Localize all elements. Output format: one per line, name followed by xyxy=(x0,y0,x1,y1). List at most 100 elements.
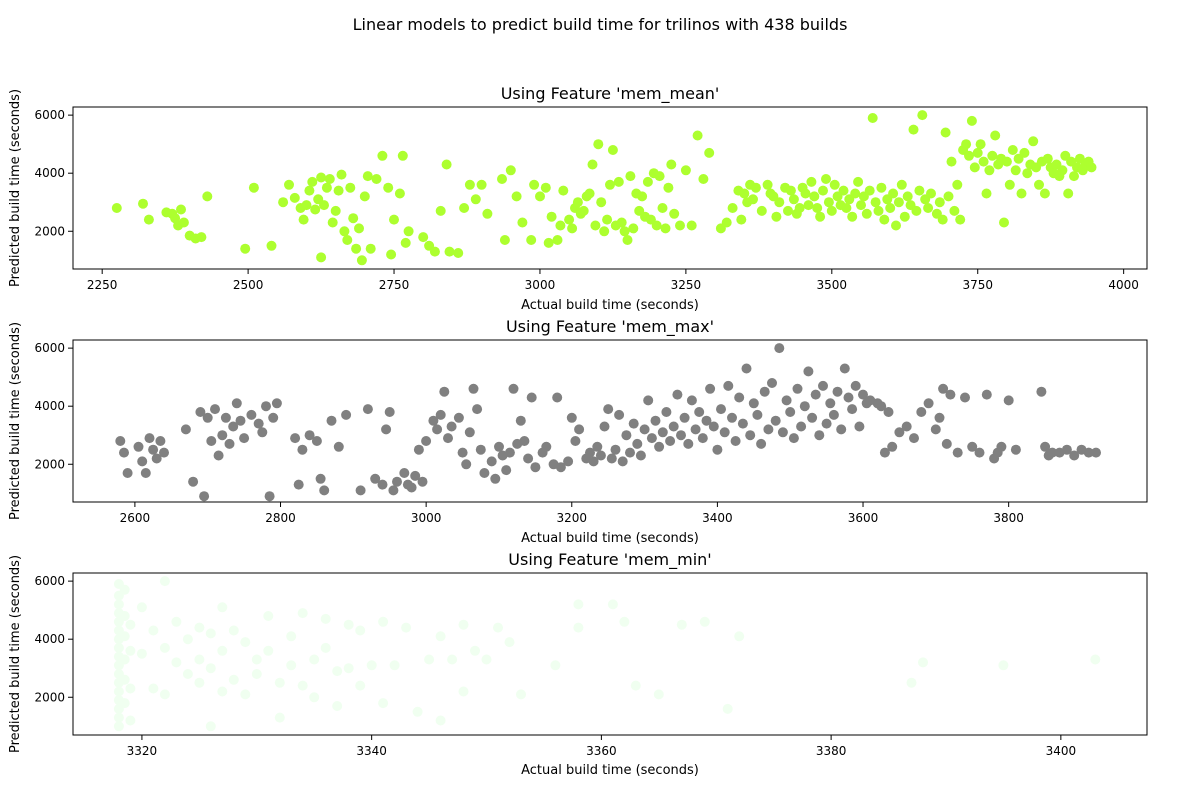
data-point xyxy=(809,191,820,202)
data-point xyxy=(668,421,679,432)
data-point xyxy=(650,415,661,426)
data-point xyxy=(253,418,264,429)
data-point xyxy=(847,211,858,222)
data-point xyxy=(719,427,730,438)
data-point xyxy=(748,398,759,409)
data-point xyxy=(443,433,453,444)
data-point xyxy=(311,436,322,446)
data-point xyxy=(194,677,205,688)
data-point xyxy=(266,240,277,251)
data-point xyxy=(119,654,130,665)
data-point xyxy=(999,217,1009,228)
data-point xyxy=(235,415,246,426)
data-point xyxy=(716,404,726,415)
data-point xyxy=(224,438,235,449)
data-point xyxy=(785,407,796,417)
data-point xyxy=(984,165,995,176)
data-point xyxy=(981,188,992,199)
data-point xyxy=(529,179,540,190)
data-point xyxy=(239,433,250,444)
data-point xyxy=(745,430,756,441)
data-point xyxy=(516,689,526,700)
data-point xyxy=(756,438,767,449)
data-point xyxy=(590,220,601,231)
data-point xyxy=(125,619,136,630)
data-point xyxy=(457,447,468,458)
data-point xyxy=(770,415,781,426)
data-point xyxy=(490,473,501,484)
data-point xyxy=(286,631,297,642)
data-point xyxy=(821,174,831,184)
data-point xyxy=(771,211,782,222)
data-point xyxy=(228,421,239,432)
data-point xyxy=(657,427,668,438)
data-point xyxy=(675,220,685,231)
x-tick-label: 3600 xyxy=(848,511,879,525)
data-point xyxy=(486,456,497,467)
data-point xyxy=(446,421,457,432)
data-point xyxy=(421,436,432,446)
data-point xyxy=(383,182,394,193)
data-point xyxy=(818,380,828,391)
data-point xyxy=(654,441,665,452)
data-point xyxy=(356,255,367,266)
data-point xyxy=(125,683,136,694)
data-point xyxy=(464,179,475,190)
x-axis-ticks: 2250 2500 2750 3000 3250 3500 3750 4000 xyxy=(87,269,1139,292)
data-point xyxy=(546,211,557,222)
data-point xyxy=(330,205,341,216)
data-point xyxy=(896,179,907,190)
data-point xyxy=(205,663,216,674)
data-point xyxy=(284,179,294,190)
data-point xyxy=(870,197,881,208)
data-point xyxy=(159,447,169,458)
data-point xyxy=(470,194,481,205)
data-point xyxy=(734,631,745,642)
data-point xyxy=(202,191,213,202)
data-point xyxy=(479,468,490,478)
figure-title: Linear models to predict build time for … xyxy=(353,15,848,34)
data-point xyxy=(570,436,581,446)
data-point xyxy=(901,421,912,432)
data-point xyxy=(113,686,124,697)
data-point xyxy=(365,243,376,254)
data-point xyxy=(818,185,828,196)
data-point xyxy=(140,468,151,478)
data-point xyxy=(293,479,304,490)
data-point xyxy=(572,197,583,208)
data-point xyxy=(595,450,606,461)
data-point xyxy=(412,706,423,717)
data-point xyxy=(584,188,595,199)
data-point xyxy=(397,150,408,161)
data-point xyxy=(680,165,691,176)
data-point xyxy=(511,191,522,202)
data-point xyxy=(665,436,676,446)
data-point xyxy=(987,150,998,161)
data-point xyxy=(263,645,274,656)
data-point xyxy=(155,436,166,446)
data-point xyxy=(333,185,344,196)
data-point xyxy=(588,456,599,467)
data-point xyxy=(310,204,321,215)
data-point xyxy=(441,159,452,170)
data-point xyxy=(371,174,382,184)
data-point xyxy=(607,599,618,610)
data-point xyxy=(339,226,350,237)
data-point xyxy=(111,203,122,213)
data-point xyxy=(653,689,664,700)
data-point xyxy=(552,392,563,403)
data-point xyxy=(697,433,708,444)
data-point xyxy=(1091,447,1101,458)
data-point xyxy=(756,205,767,216)
data-point xyxy=(1003,395,1014,406)
data-point xyxy=(964,150,974,161)
data-point xyxy=(447,654,458,665)
data-point xyxy=(730,436,741,446)
data-point xyxy=(721,217,732,228)
data-point xyxy=(573,599,584,610)
data-point xyxy=(399,468,410,478)
data-point xyxy=(278,197,289,208)
data-point xyxy=(894,427,905,438)
data-point xyxy=(439,386,450,397)
data-point xyxy=(444,246,455,257)
